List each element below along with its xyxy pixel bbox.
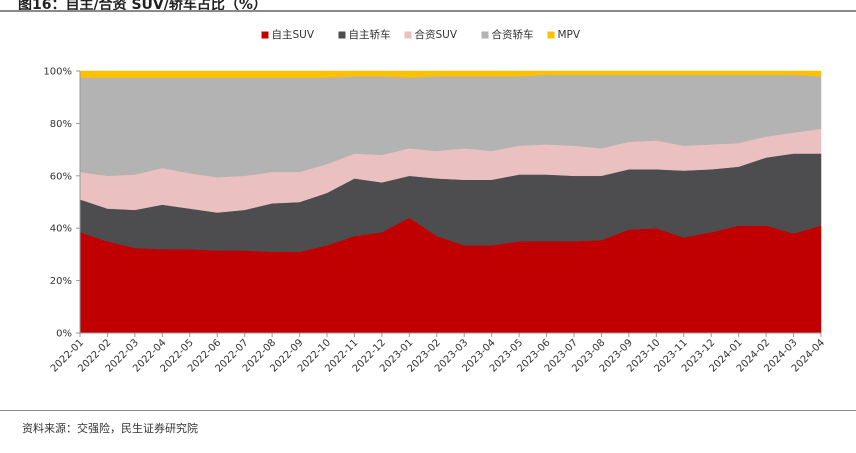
y-tick-label: 60% (50, 171, 72, 182)
legend-label: 自主SUV (272, 28, 315, 41)
y-tick-label: 80% (50, 119, 72, 130)
legend-swatch (481, 31, 489, 39)
y-tick-label: 20% (50, 276, 72, 287)
stacked-area-chart: 自主SUV 自主轿车 合资SUV 合资轿车 MPV 0% 20% 40% 60% 80% 100%… (43, 28, 827, 375)
legend-swatch (261, 31, 269, 39)
legend-label: 自主轿车 (349, 28, 391, 41)
y-tick-label: 0% (56, 329, 72, 340)
legend-label: MPV (558, 29, 581, 41)
legend-swatch (547, 31, 555, 39)
legend-label: 合资轿车 (492, 28, 534, 41)
legend-label: 合资SUV (415, 28, 458, 41)
legend-swatch (338, 31, 346, 39)
y-tick-label: 100% (43, 67, 72, 78)
y-tick-label: 40% (50, 224, 72, 235)
figure-title: 图16：自主/合资 SUV/轿车占比（%） (18, 0, 267, 13)
chart-areas (79, 70, 822, 334)
chart-legend: 自主SUV 自主轿车 合资SUV 合资轿车 MPV (261, 28, 581, 41)
source-note: 资料来源：交强险，民生证券研究院 (22, 422, 198, 435)
legend-swatch (404, 31, 412, 39)
bottom-divider (0, 410, 856, 411)
top-divider (0, 10, 856, 12)
series-area-4 (79, 70, 822, 78)
